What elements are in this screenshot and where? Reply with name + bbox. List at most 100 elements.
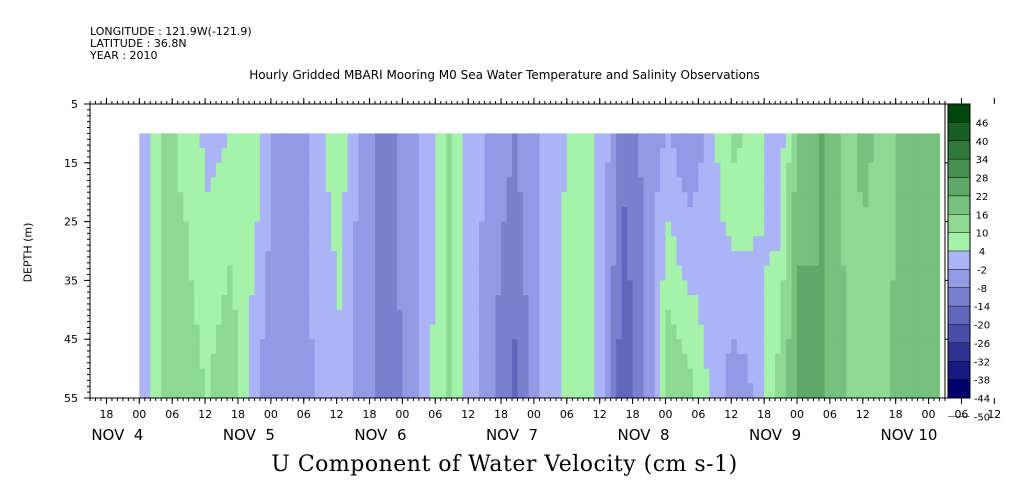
heatmap-cell: [660, 206, 666, 222]
heatmap-cell: [522, 251, 529, 267]
heatmap-cell: [676, 236, 683, 252]
heatmap-cell: [577, 368, 584, 384]
heatmap-cell: [638, 339, 644, 355]
heatmap-cell: [303, 251, 310, 267]
heatmap-cell: [205, 177, 211, 193]
heatmap-cell: [742, 265, 749, 281]
heatmap-cell: [775, 133, 781, 149]
heatmap-cell: [906, 133, 913, 149]
heatmap-cell: [402, 368, 409, 384]
heatmap-cell: [840, 368, 847, 384]
heatmap-cell: [742, 353, 749, 369]
heatmap-cell: [583, 251, 590, 267]
heatmap-cell: [753, 309, 760, 325]
heatmap-cell: [764, 206, 771, 222]
heatmap-cell: [325, 133, 332, 149]
heatmap-cell: [495, 383, 502, 399]
heatmap-cell: [342, 309, 348, 325]
heatmap-cell: [418, 236, 425, 252]
heatmap-cell: [369, 280, 376, 296]
heatmap-cell: [829, 162, 836, 178]
heatmap-cell: [331, 251, 338, 267]
heatmap-cell: [572, 162, 579, 178]
heatmap-cell: [649, 280, 655, 296]
heatmap-cell: [544, 383, 551, 399]
heatmap-cell: [555, 353, 562, 369]
heatmap-cell: [144, 280, 151, 296]
heatmap-cell: [731, 192, 738, 208]
heatmap-cell: [605, 177, 612, 193]
heatmap-cell: [742, 148, 749, 164]
heatmap-cell: [797, 324, 803, 340]
heatmap-cell: [210, 148, 217, 164]
heatmap-cell: [824, 265, 831, 281]
heatmap-cell: [725, 192, 732, 208]
heatmap-cell: [747, 148, 754, 164]
heatmap-cell: [309, 177, 316, 193]
heatmap-cell: [292, 280, 299, 296]
heatmap-cell: [517, 295, 524, 311]
heatmap-cell: [769, 251, 776, 267]
heatmap-cell: [895, 353, 902, 369]
heatmap-cell: [786, 177, 792, 193]
heatmap-cell: [873, 133, 880, 149]
heatmap-cell: [818, 221, 825, 237]
heatmap-cell: [797, 162, 803, 178]
heatmap-cell: [287, 295, 294, 311]
heatmap-cell: [786, 368, 792, 384]
heatmap-cell: [890, 309, 897, 325]
heatmap-cell: [506, 148, 513, 164]
heatmap-cell: [797, 251, 803, 267]
heatmap-cell: [934, 383, 940, 399]
heatmap-cell: [243, 251, 250, 267]
heatmap-cell: [758, 383, 765, 399]
heatmap-cell: [764, 309, 771, 325]
heatmap-cell: [298, 265, 305, 281]
heatmap-cell: [862, 133, 869, 149]
x-tick-label: 06: [823, 408, 837, 421]
heatmap-cell: [813, 368, 820, 384]
heatmap-cell: [758, 265, 765, 281]
heatmap-cell: [451, 280, 458, 296]
heatmap-cell: [369, 133, 376, 149]
heatmap-cell: [183, 280, 190, 296]
heatmap-cell: [139, 236, 146, 252]
heatmap-cell: [670, 177, 677, 193]
heatmap-cell: [912, 148, 918, 164]
heatmap-cell: [692, 383, 699, 399]
heatmap-cell: [572, 353, 579, 369]
heatmap-cell: [309, 295, 316, 311]
heatmap-cell: [687, 383, 694, 399]
heatmap-cell: [358, 206, 365, 222]
colorbar-label: -32: [974, 357, 990, 368]
heatmap-cell: [764, 353, 771, 369]
heatmap-cell: [413, 339, 420, 355]
heatmap-cell: [396, 324, 403, 340]
heatmap-cell: [375, 265, 381, 281]
heatmap-cell: [216, 309, 222, 325]
heatmap-cell: [358, 265, 365, 281]
heatmap-cell: [451, 206, 458, 222]
heatmap-cell: [572, 368, 579, 384]
heatmap-cell: [506, 309, 513, 325]
heatmap-cell: [402, 339, 409, 355]
heatmap-cell: [298, 206, 305, 222]
heatmap-cell: [298, 309, 305, 325]
heatmap-cell: [829, 221, 836, 237]
heatmap-cell: [791, 236, 798, 252]
heatmap-cell: [621, 280, 628, 296]
colorbar-label: -26: [974, 339, 990, 350]
heatmap-cell: [402, 324, 409, 340]
heatmap-cell: [309, 133, 316, 149]
heatmap-cell: [769, 353, 776, 369]
heatmap-cell: [923, 309, 929, 325]
heatmap-cell: [550, 206, 557, 222]
heatmap-cell: [725, 177, 732, 193]
heatmap-cell: [205, 148, 211, 164]
heatmap-cell: [764, 368, 771, 384]
heatmap-cell: [588, 192, 595, 208]
heatmap-cell: [457, 295, 464, 311]
heatmap-cell: [528, 192, 535, 208]
heatmap-cell: [577, 236, 584, 252]
heatmap-cell: [917, 265, 924, 281]
